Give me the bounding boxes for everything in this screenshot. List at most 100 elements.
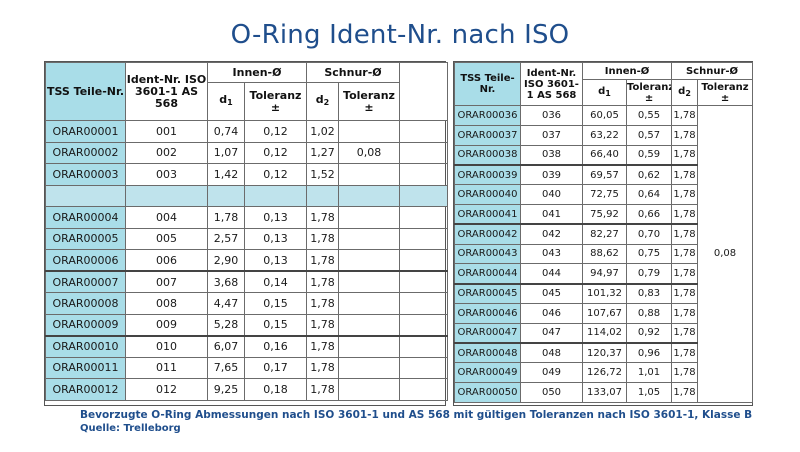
table-row: ORAR00003 003 1,42 0,12 1,52 bbox=[45, 163, 448, 186]
ident-number: 006 bbox=[125, 249, 208, 272]
table-row: ORAR00042 042 82,27 0,70 1,78 bbox=[454, 223, 753, 245]
table-row: ORAR00012 012 9,25 0,18 1,78 bbox=[45, 378, 448, 401]
blank-cell bbox=[399, 249, 448, 272]
cord-tolerance bbox=[338, 120, 400, 143]
table-row: ORAR00008 008 4,47 0,15 1,78 bbox=[45, 292, 448, 315]
inner-diameter: 0,74 bbox=[207, 120, 245, 143]
tss-part-number: ORAR00038 bbox=[454, 144, 521, 166]
ident-number: 007 bbox=[125, 270, 208, 293]
tss-part-number: ORAR00046 bbox=[454, 302, 521, 324]
table-row: ORAR00038 038 66,40 0,59 1,78 bbox=[454, 144, 753, 166]
right-table-body: ORAR00036 036 60,05 0,55 1,78 0,08 ORAR00037 03… bbox=[454, 105, 754, 403]
blank-cell bbox=[399, 292, 448, 315]
tss-part-number: ORAR00050 bbox=[454, 382, 521, 403]
cord-diameter: 1,78 bbox=[306, 206, 339, 229]
tss-part-number: ORAR00006 bbox=[45, 249, 126, 272]
cord-tolerance: 0,08 bbox=[697, 105, 754, 403]
table-row: ORAR00040 040 72,75 0,64 1,78 bbox=[454, 184, 753, 205]
header-ident: Ident-Nr. ISO 3601-1 AS 568 bbox=[125, 62, 208, 121]
header-toleranz-1: Toleranz ± bbox=[625, 79, 673, 106]
tss-part-number: ORAR00001 bbox=[45, 120, 126, 143]
separator-cell bbox=[125, 184, 208, 207]
ident-number: 046 bbox=[520, 302, 583, 324]
oring-table-left: TSS Teile-Nr. Ident-Nr. ISO 3601-1 AS 56… bbox=[45, 62, 448, 401]
table-row: ORAR00005 005 2,57 0,13 1,78 bbox=[45, 227, 448, 250]
ident-number: 049 bbox=[520, 362, 583, 384]
cord-diameter: 1,78 bbox=[671, 263, 699, 285]
tss-part-number: ORAR00042 bbox=[454, 223, 521, 245]
ident-number: 042 bbox=[520, 223, 583, 245]
ident-number: 011 bbox=[125, 356, 208, 379]
ident-number: 040 bbox=[520, 184, 583, 205]
inner-tolerance: 0,17 bbox=[244, 356, 307, 379]
cord-diameter: 1,78 bbox=[671, 382, 699, 403]
cord-diameter: 1,78 bbox=[671, 302, 699, 324]
blank-cell bbox=[399, 227, 448, 250]
inner-diameter: 133,07 bbox=[582, 382, 627, 403]
ident-number: 001 bbox=[125, 120, 208, 143]
inner-diameter: 126,72 bbox=[582, 362, 627, 384]
inner-tolerance: 0,13 bbox=[244, 249, 307, 272]
separator-cell bbox=[45, 184, 126, 207]
inner-tolerance: 0,12 bbox=[244, 163, 307, 186]
header-blank bbox=[399, 62, 448, 121]
tss-part-number: ORAR00011 bbox=[45, 356, 126, 379]
ident-number: 047 bbox=[520, 322, 583, 344]
blank-cell bbox=[399, 356, 448, 379]
header-toleranz-2: Toleranz ± bbox=[697, 79, 754, 106]
inner-diameter: 9,25 bbox=[207, 378, 245, 401]
header-schnur: Schnur-Ø bbox=[671, 62, 754, 80]
cord-diameter: 1,78 bbox=[306, 227, 339, 250]
inner-tolerance: 0,57 bbox=[625, 124, 673, 146]
tss-part-number: ORAR00040 bbox=[454, 184, 521, 205]
header-d1: d1 bbox=[207, 82, 245, 121]
tss-part-number: ORAR00012 bbox=[45, 378, 126, 401]
ident-number: 044 bbox=[520, 263, 583, 285]
caption-text: Bevorzugte O-Ring Abmessungen nach ISO 3… bbox=[80, 409, 753, 421]
tss-part-number: ORAR00003 bbox=[45, 163, 126, 186]
tss-part-number: ORAR00007 bbox=[45, 270, 126, 293]
cord-diameter: 1,02 bbox=[306, 120, 339, 143]
inner-tolerance: 0,79 bbox=[625, 263, 673, 285]
caption-source: Quelle: Trelleborg bbox=[80, 423, 181, 434]
table-row: ORAR00045 045 101,32 0,83 1,78 bbox=[454, 282, 753, 304]
cord-diameter: 1,27 bbox=[306, 141, 339, 164]
tss-part-number: ORAR00044 bbox=[454, 263, 521, 285]
ident-number: 005 bbox=[125, 227, 208, 250]
table-row: ORAR00039 039 69,57 0,62 1,78 bbox=[454, 163, 753, 186]
cord-diameter: 1,78 bbox=[671, 243, 699, 265]
inner-diameter: 66,40 bbox=[582, 144, 627, 166]
tss-part-number: ORAR00010 bbox=[45, 334, 126, 358]
inner-tolerance: 0,92 bbox=[625, 322, 673, 344]
inner-tolerance: 0,13 bbox=[244, 227, 307, 250]
separator-cell bbox=[399, 184, 448, 207]
blank-cell bbox=[399, 141, 448, 164]
separator-cell bbox=[306, 184, 339, 207]
table-row: ORAR00004 004 1,78 0,13 1,78 bbox=[45, 206, 448, 229]
inner-diameter: 120,37 bbox=[582, 342, 627, 364]
header-toleranz-1: Toleranz ± bbox=[244, 82, 307, 121]
ident-number: 002 bbox=[125, 141, 208, 164]
inner-tolerance: 1,05 bbox=[625, 382, 673, 403]
cord-diameter: 1,78 bbox=[306, 249, 339, 272]
blank-cell bbox=[399, 163, 448, 186]
cord-diameter: 1,78 bbox=[671, 184, 699, 205]
ident-number: 050 bbox=[520, 382, 583, 403]
cord-diameter: 1,78 bbox=[671, 362, 699, 384]
cord-diameter: 1,78 bbox=[306, 292, 339, 315]
blank-cell bbox=[399, 206, 448, 229]
page-title: O-Ring Ident-Nr. nach ISO bbox=[230, 20, 570, 50]
ident-number: 012 bbox=[125, 378, 208, 401]
tss-part-number: ORAR00049 bbox=[454, 362, 521, 384]
blank-cell bbox=[399, 313, 448, 336]
header-innen: Innen-Ø bbox=[207, 62, 307, 83]
cord-tolerance: 0,08 bbox=[338, 141, 400, 164]
inner-tolerance: 0,13 bbox=[244, 206, 307, 229]
header-d1: d1 bbox=[582, 79, 627, 106]
cord-diameter: 1,78 bbox=[671, 124, 699, 146]
ident-number: 041 bbox=[520, 203, 583, 225]
cord-tolerance bbox=[338, 249, 400, 272]
cord-tolerance bbox=[338, 227, 400, 250]
inner-diameter: 69,57 bbox=[582, 163, 627, 186]
inner-diameter: 88,62 bbox=[582, 243, 627, 265]
